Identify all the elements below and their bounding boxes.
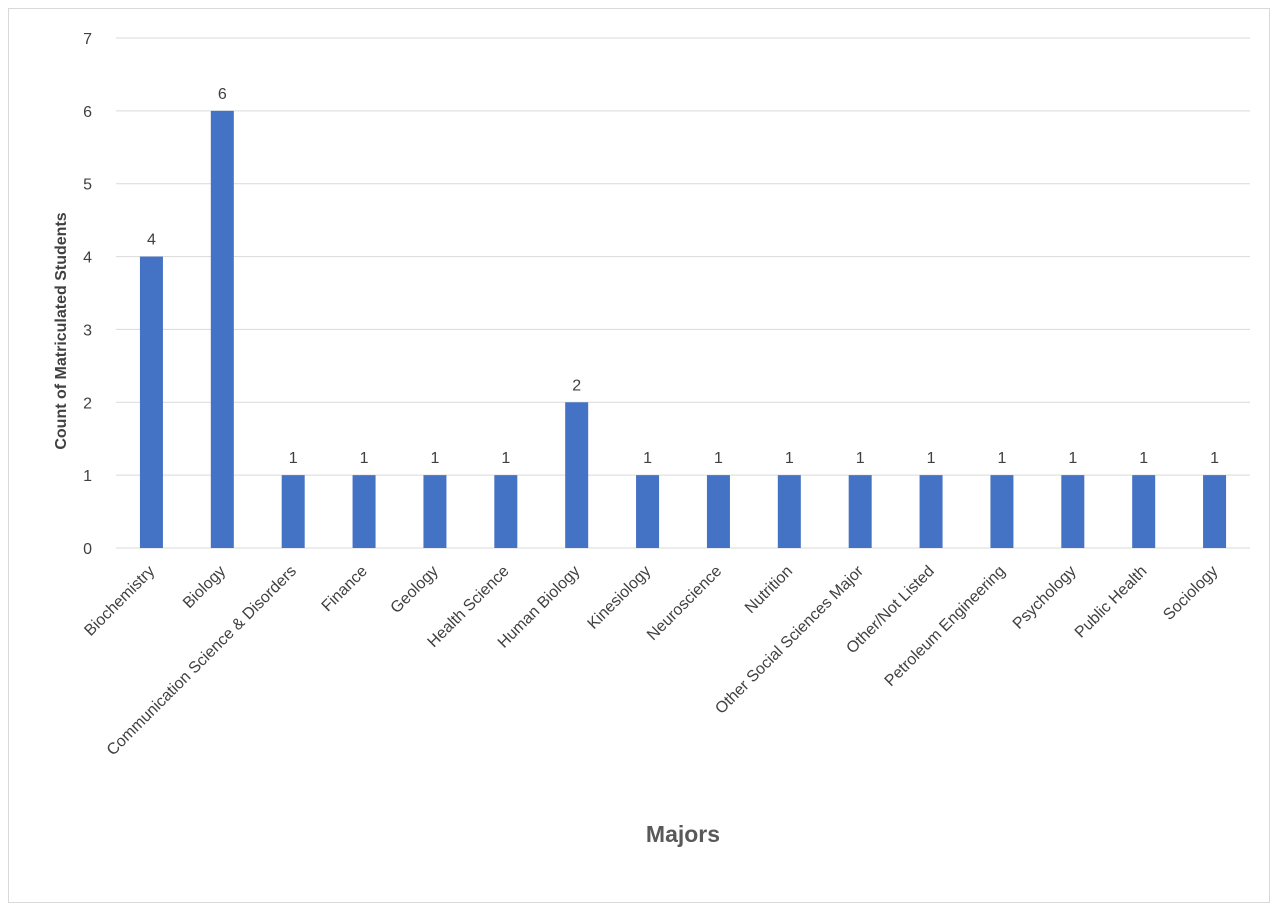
y-tick-label: 2 <box>83 395 92 412</box>
data-label: 4 <box>147 232 156 249</box>
bar <box>848 475 872 548</box>
bar <box>494 475 518 548</box>
data-label: 1 <box>501 450 510 467</box>
bar <box>210 110 234 548</box>
bar <box>990 475 1014 548</box>
x-tick-label: Petroleum Engineering <box>882 563 1009 690</box>
data-label: 1 <box>643 450 652 467</box>
bar <box>777 475 801 548</box>
bar <box>919 475 943 548</box>
y-tick-label: 7 <box>83 31 92 48</box>
y-tick-label: 0 <box>83 541 92 558</box>
bar <box>281 475 305 548</box>
y-tick-label: 1 <box>83 468 92 485</box>
bar <box>352 475 376 548</box>
data-label: 1 <box>927 450 936 467</box>
data-label: 1 <box>714 450 723 467</box>
bar <box>1132 475 1156 548</box>
bar <box>1203 475 1227 548</box>
data-label: 1 <box>1210 450 1219 467</box>
data-label: 2 <box>572 377 581 394</box>
x-tick-label: Neuroscience <box>644 563 725 644</box>
x-tick-label: Sociology <box>1160 563 1221 624</box>
x-tick-label: Kinesiology <box>585 563 655 633</box>
data-label: 1 <box>360 450 369 467</box>
y-tick-label: 4 <box>83 250 92 267</box>
x-tick-label: Public Health <box>1072 563 1151 642</box>
y-tick-label: 6 <box>83 104 92 121</box>
x-tick-label: Other Social Sciences Major <box>712 562 867 717</box>
data-label: 1 <box>785 450 794 467</box>
data-label: 1 <box>997 450 1006 467</box>
bar <box>565 402 589 548</box>
x-tick-label: Geology <box>388 563 442 617</box>
data-label: 1 <box>1068 450 1077 467</box>
x-tick-label: Biology <box>180 563 229 612</box>
y-axis-title: Count of Matriculated Students <box>53 212 70 449</box>
bar <box>423 475 447 548</box>
bar <box>1061 475 1085 548</box>
bars <box>139 110 1227 548</box>
y-tick-label: 5 <box>83 177 92 194</box>
bar <box>636 475 660 548</box>
data-labels: 4 6 1 1 1 1 2 1 1 1 1 1 1 1 1 1 <box>147 86 1219 467</box>
data-label: 1 <box>1139 450 1148 467</box>
data-label: 6 <box>218 86 227 103</box>
y-axis-ticks: 0 1 2 3 4 5 6 7 <box>83 31 92 558</box>
x-tick-label: Psychology <box>1010 563 1080 633</box>
gridlines <box>116 37 1250 549</box>
x-tick-label: Nutrition <box>742 563 796 617</box>
y-tick-label: 3 <box>83 322 92 339</box>
x-tick-label: Biochemistry <box>81 563 158 640</box>
bar <box>706 475 730 548</box>
x-axis-title: Majors <box>646 821 720 847</box>
data-label: 1 <box>289 450 298 467</box>
data-label: 1 <box>856 450 865 467</box>
bar <box>139 256 163 548</box>
x-tick-label: Finance <box>319 563 371 615</box>
data-label: 1 <box>430 450 439 467</box>
